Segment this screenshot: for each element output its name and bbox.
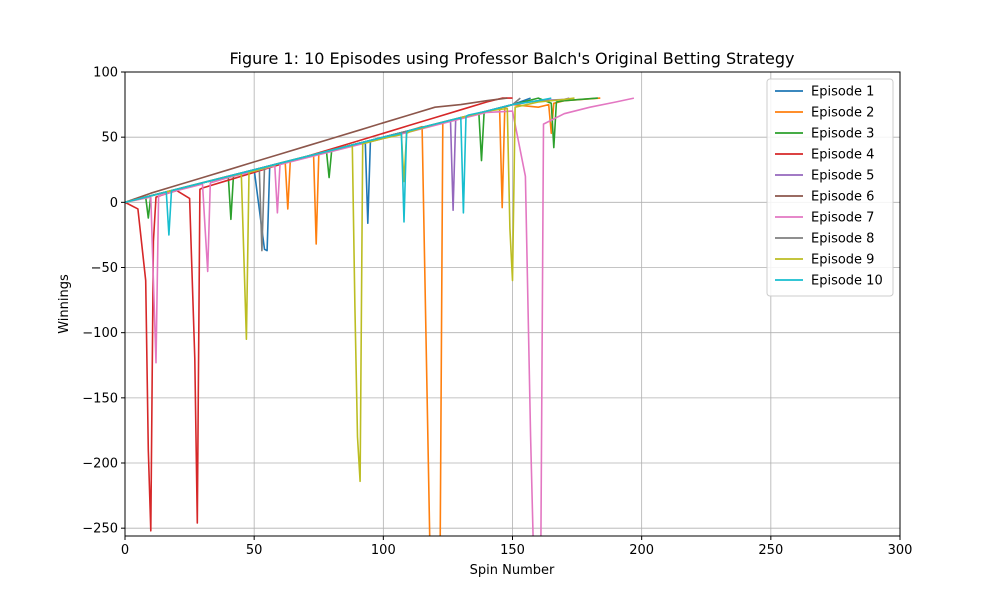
y-axis-label: Winnings (57, 274, 72, 334)
series-line-episode-7 (125, 97, 635, 536)
legend-label: Episode 10 (811, 274, 883, 289)
legend-label: Episode 9 (811, 253, 874, 268)
x-tick-label: 250 (758, 543, 783, 558)
y-tick-label: −250 (82, 522, 118, 537)
series-line-episode-6 (125, 97, 508, 204)
legend-label: Episode 2 (811, 106, 874, 121)
y-tick-label: 0 (110, 196, 118, 211)
legend-label: Episode 7 (811, 211, 874, 226)
y-tick-label: −150 (82, 391, 118, 406)
axis-ticks: 0 50 100 150 200 250 300 −250 −200 −150 −100 −50 0 50… (82, 66, 912, 559)
legend-label: Episode 4 (811, 148, 874, 163)
y-tick-label: 100 (93, 66, 118, 81)
series-line-episode-10 (125, 97, 552, 236)
x-tick-label: 50 (246, 543, 263, 558)
x-tick-label: 150 (500, 543, 525, 558)
legend-label: Episode 3 (811, 127, 874, 142)
x-tick-label: 0 (121, 543, 129, 558)
series-line-episode-9 (125, 97, 575, 483)
series-line-episode-3 (125, 97, 598, 221)
x-tick-label: 100 (371, 543, 396, 558)
x-tick-label: 300 (888, 543, 913, 558)
series-line-episode-1 (125, 97, 531, 252)
y-tick-label: 50 (101, 131, 118, 146)
y-tick-label: −50 (91, 261, 118, 276)
x-tick-label: 200 (629, 543, 654, 558)
series-lines (125, 97, 635, 536)
chart-title: Figure 1: 10 Episodes using Professor Ba… (229, 49, 794, 68)
legend-label: Episode 5 (811, 169, 874, 184)
y-tick-label: −100 (82, 326, 118, 341)
legend-label: Episode 8 (811, 232, 874, 247)
legend: Episode 1 Episode 2 Episode 3 Episode 4 Epis… (766, 78, 894, 297)
y-tick-label: −200 (82, 457, 118, 472)
x-axis-label: Spin Number (470, 563, 555, 578)
legend-label: Episode 1 (811, 85, 874, 100)
legend-label: Episode 6 (811, 190, 874, 205)
